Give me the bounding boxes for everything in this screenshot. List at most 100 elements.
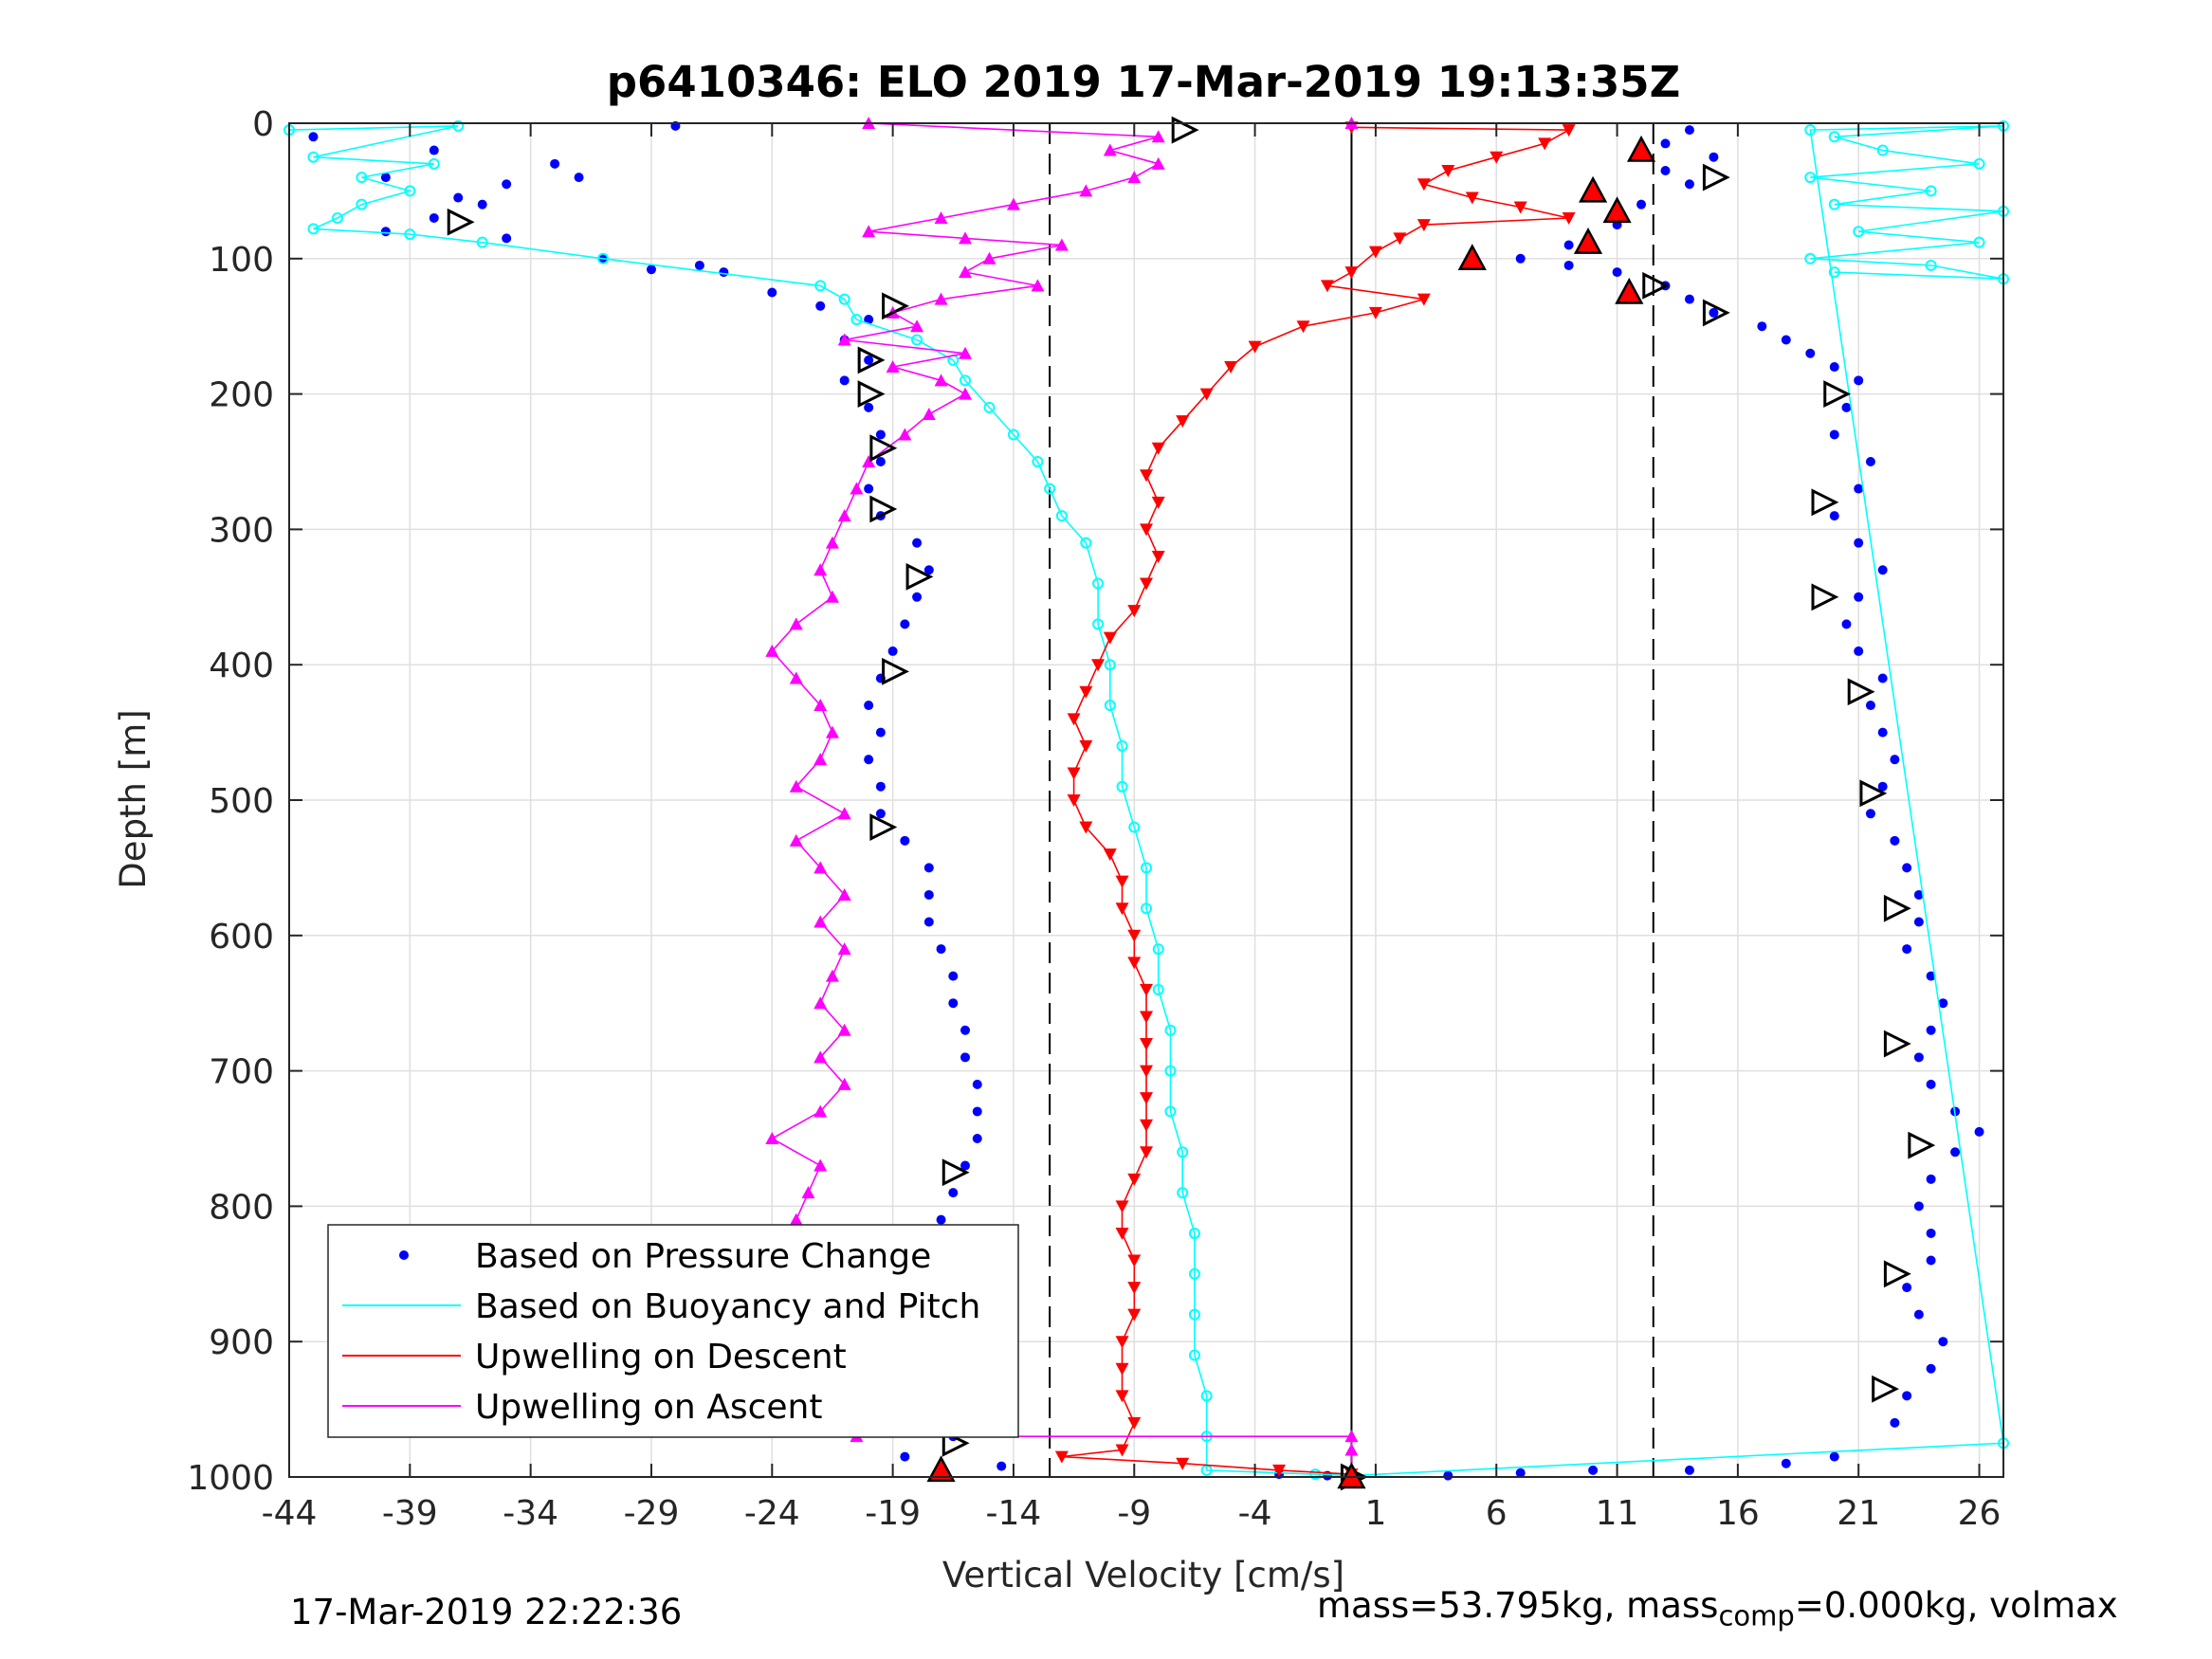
data-point-0-128: [1781, 1458, 1791, 1468]
data-point-2-15: [1368, 306, 1382, 319]
footer-timestamp: 17-Mar-2019 22:22:36: [290, 1592, 683, 1632]
data-point-0-9: [429, 212, 439, 223]
data-point-5-6: [926, 1455, 956, 1483]
data-point-0-93: [1854, 538, 1864, 548]
data-point-1-9: [404, 228, 416, 241]
data-point-2-50: [1115, 1227, 1129, 1240]
data-point-3-48: [837, 1077, 851, 1090]
data-point-2-33: [1067, 767, 1081, 780]
data-point-3-27: [837, 509, 851, 522]
data-point-2-55: [1115, 1362, 1129, 1376]
x-axis-label: Vertical Velocity [cm/s]: [942, 1555, 1344, 1595]
data-point-3-18: [837, 333, 851, 346]
data-point-3-5: [1127, 171, 1142, 184]
footer-mass-subscript: comp: [1718, 1599, 1795, 1632]
data-point-1-29: [1116, 780, 1128, 793]
data-point-0-96: [1841, 619, 1852, 629]
reference-lines: [1049, 123, 1654, 1477]
data-point-2-22: [1140, 469, 1153, 483]
data-point-4-6: [857, 346, 886, 374]
data-point-0-43: [948, 971, 959, 981]
data-point-1-5: [404, 185, 416, 197]
y-tick-label-3: 300: [209, 511, 274, 550]
data-point-3-15: [934, 292, 948, 305]
data-point-3-38: [837, 807, 851, 820]
data-point-4-21: [1908, 1131, 1936, 1159]
data-point-0-39: [923, 863, 934, 873]
data-point-2-35: [1079, 821, 1093, 834]
y-axis-label: Depth [m]: [113, 709, 154, 888]
data-point-4-13: [1811, 583, 1839, 611]
data-point-0-47: [972, 1079, 982, 1089]
data-point-1-59: [1853, 226, 1865, 238]
data-point-0-21: [839, 375, 850, 386]
data-point-2-11: [1368, 246, 1382, 259]
y-tick-label-1: 100: [209, 241, 274, 280]
data-point-0-95: [1854, 592, 1864, 602]
y-tick-labels: 0 100 200 300 400 500 600 700 800 900 1000: [187, 105, 274, 1498]
data-point-2-45: [1140, 1092, 1153, 1105]
axes: [288, 122, 2004, 1478]
data-point-3-2: [1151, 130, 1165, 143]
y-tick-label-4: 400: [209, 647, 274, 685]
data-point-1-33: [1152, 943, 1164, 956]
data-point-0-122: [1913, 1309, 1924, 1320]
data-point-1-55: [1804, 172, 1817, 184]
data-point-3-41: [837, 887, 851, 901]
data-point-0-28: [923, 565, 934, 575]
data-point-1-32: [1141, 902, 1152, 915]
data-point-0-102: [1877, 781, 1888, 792]
data-point-2-26: [1140, 577, 1153, 591]
data-point-1-23: [1080, 537, 1092, 549]
data-point-1-17: [960, 374, 972, 387]
x-tick-label-9: 1: [1364, 1494, 1386, 1533]
data-point-0-83: [1757, 321, 1767, 332]
data-point-1-11: [597, 252, 610, 264]
data-point-3-44: [825, 969, 839, 982]
data-point-0-91: [1854, 483, 1864, 494]
data-point-0-81: [1684, 294, 1694, 304]
data-point-3-11: [1054, 238, 1069, 251]
data-point-1-22: [1055, 510, 1068, 522]
data-point-5-1: [1578, 175, 1608, 203]
data-point-1-18: [983, 401, 996, 413]
legend-label-0: Based on Pressure Change: [475, 1237, 931, 1276]
data-point-0-48: [972, 1106, 982, 1117]
data-point-2-20: [1176, 415, 1190, 428]
data-point-3-36: [814, 753, 828, 766]
data-point-1-28: [1116, 739, 1128, 752]
data-point-2-18: [1224, 361, 1238, 374]
data-point-0-104: [1890, 835, 1900, 846]
data-point-0-5: [502, 179, 512, 190]
data-point-3-9: [862, 225, 876, 238]
legend-box: [327, 1224, 1019, 1438]
x-tick-label-10: 6: [1486, 1494, 1508, 1533]
legend-label-3: Upwelling on Ascent: [475, 1388, 822, 1427]
data-point-0-41: [923, 917, 934, 927]
data-point-0-71: [1709, 152, 1719, 162]
data-point-3-32: [765, 644, 779, 657]
data-point-2-57: [1127, 1416, 1142, 1430]
data-point-2-54: [1115, 1336, 1129, 1349]
data-point-4-5: [1642, 271, 1671, 300]
data-point-3-13: [959, 265, 973, 279]
data-point-4-3: [882, 292, 909, 320]
data-point-1-12: [814, 280, 827, 292]
data-point-0-20: [864, 355, 874, 365]
data-point-2-39: [1127, 929, 1142, 942]
data-point-3-50: [765, 1132, 779, 1144]
data-point-0-116: [1950, 1147, 1961, 1158]
data-point-0-120: [1926, 1255, 1936, 1266]
data-point-0-27: [912, 538, 923, 548]
legend-entry-2: Upwelling on Descent: [342, 1338, 847, 1376]
data-point-0-6: [550, 158, 560, 169]
data-point-2-25: [1151, 550, 1165, 563]
data-point-2-61: [1272, 1464, 1287, 1477]
data-point-4-12: [905, 562, 934, 591]
data-point-3-21: [934, 374, 948, 387]
data-point-0-38: [900, 835, 910, 846]
data-point-0-62: [996, 1461, 1007, 1471]
data-point-1-8: [307, 223, 320, 235]
data-point-2-60: [1176, 1457, 1190, 1470]
